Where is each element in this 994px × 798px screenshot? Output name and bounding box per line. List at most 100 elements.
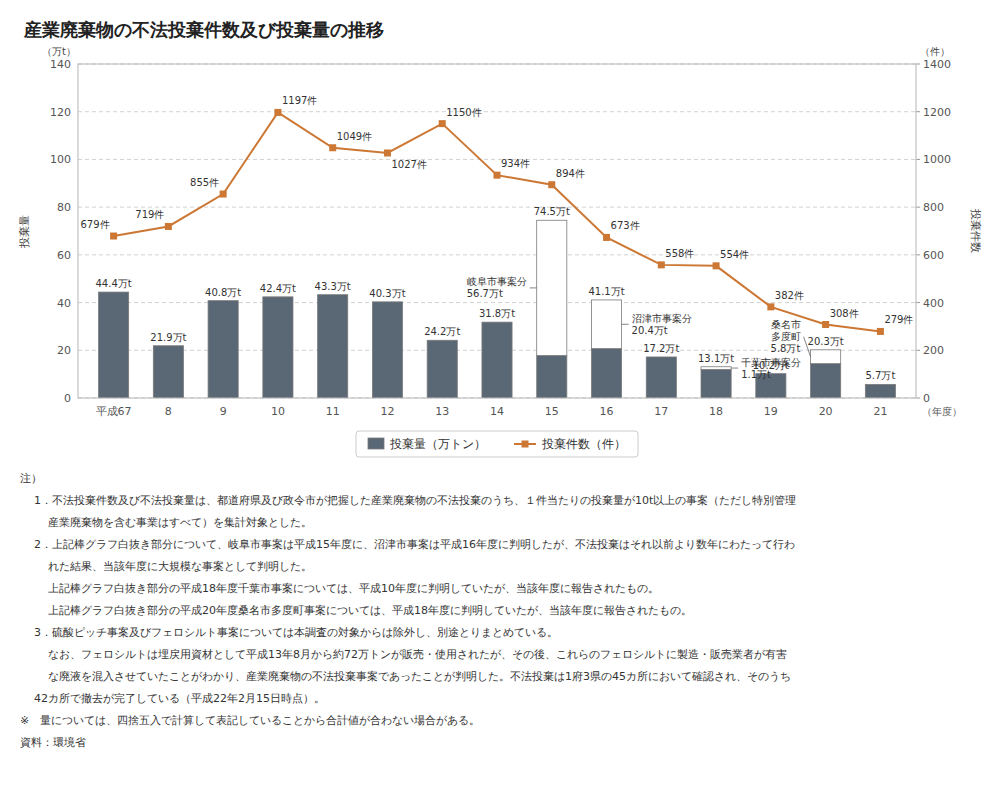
annotation-leader (731, 368, 738, 369)
legend-box (356, 431, 638, 457)
bar (646, 356, 676, 357)
x-tick-label: 17 (654, 405, 668, 418)
line-marker (494, 172, 501, 179)
total-label: 40.3万t (369, 288, 405, 299)
note: 3．硫酸ピッチ事案及びフェロシルト事案については本調査の対象からは除外し、別途と… (34, 626, 558, 639)
annotation-leader (530, 287, 537, 288)
total-label: 13.1万t (698, 353, 734, 364)
x-tick-label: 16 (600, 405, 614, 418)
y2-tick-label: 600 (923, 249, 944, 262)
y2-tick (916, 398, 920, 399)
line-marker (603, 234, 610, 241)
y-tick-label: 80 (57, 201, 71, 214)
grid-line (78, 254, 916, 255)
bar (153, 345, 183, 346)
text-line: 千葉市事案分 (741, 357, 801, 368)
text-line: 56.7万t (467, 288, 503, 299)
annotation-leader (622, 324, 629, 325)
line-value-label: 673件 (611, 220, 640, 231)
bar (811, 350, 841, 364)
line-marker (822, 321, 829, 328)
line-marker (548, 181, 555, 188)
bar (318, 294, 348, 295)
annotation: 沼津市事案分20.4万t (632, 313, 692, 336)
note: 上記棒グラフ白抜き部分の平成20年度桑名市多度町事案については、平成18年度に判… (48, 604, 692, 617)
y-tick-label: 140 (50, 58, 71, 71)
text-line: 20.4万t (632, 325, 668, 336)
line-marker (274, 109, 281, 116)
legend-item: 投棄量（万トン） (368, 437, 486, 451)
y2-tick (916, 254, 920, 255)
y2-tick (916, 111, 920, 112)
bar (427, 340, 457, 341)
note: 1．不法投棄件数及び不法投棄量は、都道府県及び政令市が把握した産業廃棄物の不法投… (34, 494, 796, 507)
y2-tick-label: 200 (923, 344, 944, 357)
grid-line (78, 111, 916, 112)
y2-tick (916, 302, 920, 303)
total-label: 40.8万t (205, 287, 241, 298)
total-label: 31.8万t (479, 308, 515, 319)
line-marker (220, 191, 227, 198)
total-label: 24.2万t (424, 326, 460, 337)
total-label: 43.3万t (315, 281, 351, 292)
plot-frame (78, 64, 916, 398)
bar (811, 364, 841, 398)
y2-tick (916, 350, 920, 351)
bar (263, 297, 293, 398)
total-label: 20.3万t (808, 336, 844, 347)
total-label: 44.4万t (96, 278, 132, 289)
y2-tick-label: 800 (923, 201, 944, 214)
note: なお、フェロシルトは埋戻用資材として平成13年8月から約72万トンが販売・使用さ… (48, 648, 787, 661)
y2-tick-label: 1200 (923, 106, 951, 119)
line-value-label: 554件 (720, 249, 749, 260)
bar (701, 369, 731, 398)
grid-line (78, 302, 916, 303)
bar (153, 346, 183, 398)
y2-tick-label: 1400 (923, 58, 951, 71)
x-tick-label: 11 (326, 405, 340, 418)
note: 資料：環境省 (20, 736, 86, 749)
line-value-label: 719件 (135, 209, 164, 220)
bar (646, 357, 676, 398)
y2-tick-label: 0 (923, 392, 930, 405)
bar (482, 322, 512, 323)
x-tick-label: 12 (380, 405, 394, 418)
legend-item: 投棄件数（件） (514, 437, 626, 451)
text-line: 桑名市 (771, 319, 801, 330)
bar (318, 295, 348, 398)
bar (372, 302, 402, 398)
bar (427, 340, 457, 398)
x-tick-label: 13 (435, 405, 449, 418)
bar (591, 300, 621, 349)
text-line: 多度町 (771, 331, 801, 342)
note: れた結果、当該年度に大規模な事案として判明した。 (48, 560, 312, 573)
total-label: 42.4万t (260, 283, 296, 294)
line-value-label: 382件 (775, 290, 804, 301)
bar (701, 367, 731, 370)
y2-tick-label: 400 (923, 297, 944, 310)
y2-tick (916, 159, 920, 160)
line-value-label: 1197件 (282, 95, 317, 106)
bar (372, 301, 402, 302)
bar (865, 384, 895, 385)
x-tick-label: 14 (490, 405, 504, 418)
line-marker (658, 261, 665, 268)
y2-axis-label: 投棄件数 (969, 208, 982, 253)
bar (99, 292, 129, 293)
annotation: 桑名市多度町5.8万t (771, 319, 801, 354)
x-tick-label: 18 (709, 405, 723, 418)
line-marker (439, 120, 446, 127)
bar (99, 292, 129, 398)
x-tick-label: 平成67 (96, 405, 132, 418)
legend-label: 投棄量（万トン） (389, 437, 486, 451)
x-tick-label: 21 (873, 405, 887, 418)
line-value-label: 1049件 (337, 131, 372, 142)
line-marker (329, 144, 336, 151)
line-marker (384, 149, 391, 156)
title: 産業廃棄物の不法投棄件数及び投棄量の推移 (23, 19, 384, 40)
text-line: 5.8万t (771, 343, 801, 354)
bar (591, 349, 621, 398)
grid-line (78, 207, 916, 208)
line-value-label: 934件 (501, 158, 530, 169)
line-value-label: 679件 (81, 219, 110, 230)
